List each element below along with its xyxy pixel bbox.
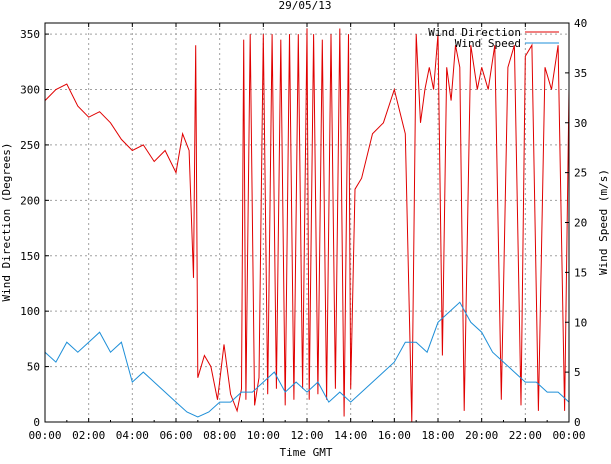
right-axis-label: Wind Speed (m/s)	[597, 169, 610, 275]
right-tick-label: 25	[574, 167, 587, 180]
x-tick-label: 08:00	[203, 429, 236, 442]
series-layer	[44, 28, 570, 423]
right-tick-label: 0	[574, 416, 581, 429]
chart-title: 29/05/13	[279, 0, 332, 12]
x-tick-label: 02:00	[72, 429, 105, 442]
x-tick-label: 00:00	[28, 429, 61, 442]
x-axis: 00:00 02:00 04:00 06:00 08:00 10:00 12:00 14:00…	[28, 23, 586, 442]
x-tick-label: 00:00	[552, 429, 585, 442]
right-tick-label: 5	[574, 366, 581, 379]
x-tick-label: 16:00	[378, 429, 411, 442]
right-tick-label: 30	[574, 117, 587, 130]
right-tick-label: 20	[574, 217, 587, 230]
left-tick-label: 50	[27, 361, 40, 374]
x-tick-label: 10:00	[247, 429, 280, 442]
series-line-wind-direction	[44, 28, 570, 423]
right-axis: 0 5 10 15 20 25 30 35 40	[565, 17, 587, 429]
left-tick-label: 0	[33, 416, 40, 429]
right-tick-label: 15	[574, 266, 587, 279]
x-tick-label: 04:00	[116, 429, 149, 442]
x-tick-label: 06:00	[159, 429, 192, 442]
left-tick-label: 300	[20, 84, 40, 97]
left-axis-label: Wind Direction (Degrees)	[0, 143, 13, 302]
left-tick-label: 150	[20, 250, 40, 263]
legend-label: Wind Speed	[455, 37, 521, 50]
left-axis: 0 50 100 150 200 250 300 350	[20, 28, 49, 429]
x-tick-label: 18:00	[421, 429, 454, 442]
right-tick-label: 10	[574, 316, 587, 329]
series-line-wind-speed	[44, 301, 570, 418]
right-tick-label: 40	[574, 17, 587, 30]
left-tick-label: 250	[20, 139, 40, 152]
x-tick-label: 14:00	[334, 429, 367, 442]
left-tick-label: 200	[20, 194, 40, 207]
left-tick-label: 350	[20, 28, 40, 41]
right-tick-label: 35	[574, 67, 587, 80]
x-axis-label: Time GMT	[280, 446, 333, 459]
left-tick-label: 100	[20, 305, 40, 318]
x-tick-label: 12:00	[290, 429, 323, 442]
x-tick-label: 22:00	[509, 429, 542, 442]
x-tick-label: 20:00	[465, 429, 498, 442]
legend-label: Wind Direction	[428, 26, 521, 39]
